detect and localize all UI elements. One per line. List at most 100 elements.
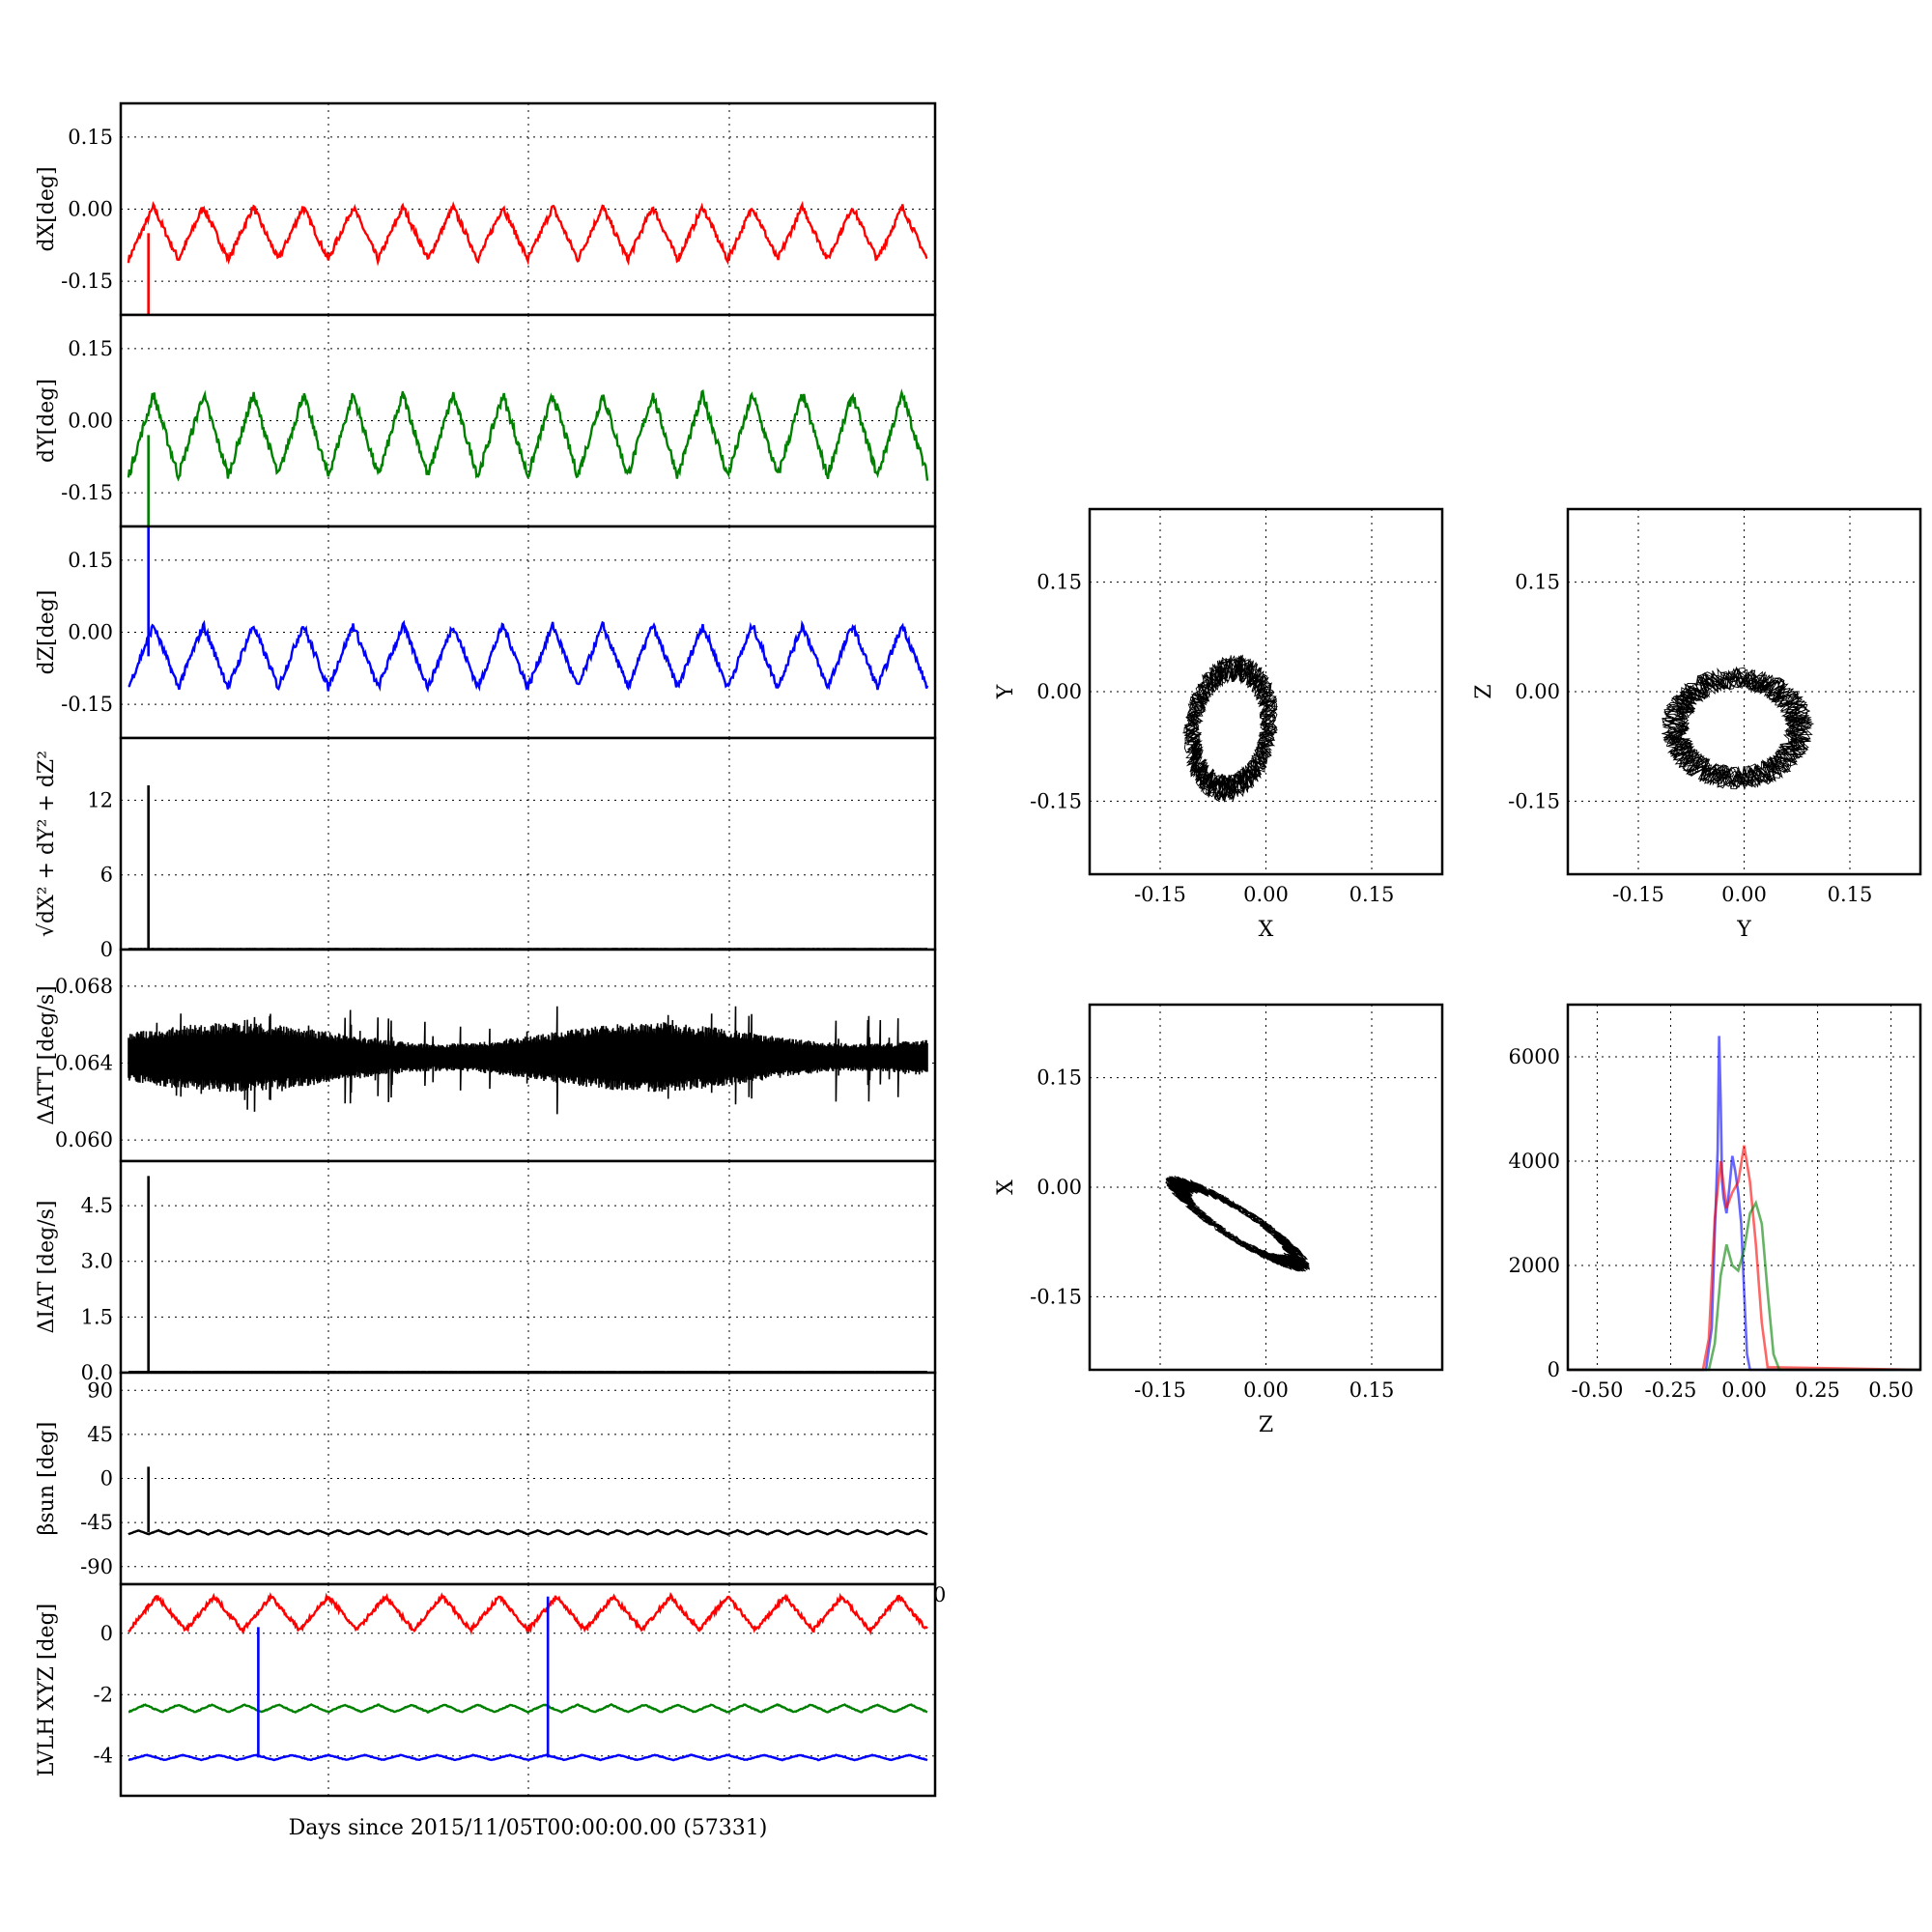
ytick-label: 0.064 [55, 1051, 113, 1074]
y-axis-label: X [994, 1179, 1018, 1195]
series-line [128, 1528, 928, 1537]
ytick-label: -90 [80, 1555, 113, 1578]
xtick-label: -0.15 [1134, 1378, 1186, 1402]
ytick-label: 90 [87, 1378, 113, 1402]
xtick-label: 0.15 [1828, 883, 1873, 906]
ytick-label: 0.00 [68, 621, 113, 644]
panel-yz: -0.15 0.00 0.15 0.15 0.00 -0.15 Y Z [1472, 507, 1922, 942]
xtick-label: 0.50 [1868, 1378, 1914, 1402]
plots-layer: 0.150.00-0.15dX[deg]0.150.00-0.15dY[deg]… [35, 101, 1922, 1798]
panel-bg [121, 1161, 935, 1373]
xtick-label: 0 [933, 1583, 946, 1606]
panel-datt: 0.068 0.064 0.060 ΔATT [deg/s] [35, 948, 937, 1163]
ytick-label: 0.060 [55, 1128, 113, 1151]
panel-diat: 4.5 3.0 1.5 0.0 ΔIAT [deg/s] [35, 1159, 937, 1384]
scatter-trace [1165, 1176, 1311, 1272]
y-axis-label: βsun [deg] [35, 1422, 59, 1536]
ytick-label: 0.00 [1037, 680, 1082, 703]
ytick-label: 0 [100, 1467, 113, 1491]
y-axis-label: dY[deg] [35, 379, 59, 463]
ytick-label: 0.15 [1037, 1066, 1082, 1090]
ytick-label: 0.00 [68, 198, 113, 221]
ytick-label: 0.15 [1515, 571, 1560, 594]
ytick-label: 0 [1548, 1358, 1560, 1381]
y-axis-label: dZ[deg] [35, 590, 59, 675]
series-line [128, 1753, 928, 1762]
y-axis-label: Z [1472, 684, 1496, 698]
ytick-label: -0.15 [1030, 1285, 1082, 1308]
xtick-label: -0.25 [1645, 1378, 1697, 1402]
series-line [128, 1703, 928, 1715]
ytick-label: 0 [100, 1622, 113, 1645]
x-axis-label: Y [1736, 918, 1751, 942]
panel-hist: -0.50 -0.25 0.00 0.25 0.50 6000 4000 2000 0 [1509, 1003, 1922, 1402]
x-axis-label: X [1259, 918, 1274, 942]
ytick-label: -0.15 [61, 481, 113, 504]
xtick-label: -0.15 [1612, 883, 1664, 906]
ytick-label: 45 [87, 1423, 113, 1446]
ytick-label: 0.068 [55, 975, 113, 998]
y-axis-label: LVLH XYZ [deg] [35, 1604, 59, 1777]
xtick-label: -0.50 [1571, 1378, 1623, 1402]
y-axis-label: dX[deg] [35, 166, 59, 251]
ytick-label: 2000 [1509, 1254, 1560, 1277]
xtick-label: 0.25 [1795, 1378, 1840, 1402]
ytick-label: 12 [87, 788, 113, 811]
histogram-line [1568, 1199, 1920, 1372]
xtick-label: 0.15 [1350, 883, 1395, 906]
ytick-label: 1.5 [81, 1305, 113, 1328]
panel-lvlh: 0 -2 -4 LVLH XYZ [deg] 0 [35, 1582, 946, 1798]
ytick-label: 0.00 [1037, 1176, 1082, 1199]
y-axis-label: ΔIAT [deg/s] [35, 1201, 59, 1334]
ytick-label: -45 [80, 1511, 113, 1534]
ytick-label: 3.0 [81, 1250, 113, 1273]
y-axis-label: √dX² + dY² + dZ² [35, 751, 59, 937]
ytick-label: 6 [100, 864, 113, 887]
scatter-trace [1181, 654, 1279, 803]
panel-frame [119, 1582, 937, 1798]
panel-zx: -0.15 0.00 0.15 0.15 0.00 -0.15 Z X [994, 1003, 1444, 1437]
series-line [128, 619, 929, 694]
y-axis-label: ΔATT [deg/s] [35, 985, 59, 1124]
ytick-label: 0.00 [68, 410, 113, 433]
scatter-trace [1662, 666, 1815, 791]
ytick-label: -4 [94, 1745, 113, 1768]
panel-frame [1088, 507, 1444, 876]
ytick-label: 0.0 [81, 1361, 113, 1384]
ytick-label: 0.15 [68, 549, 113, 572]
xtick-label: 0.00 [1243, 883, 1289, 906]
series-line [127, 200, 928, 267]
ytick-label: -0.15 [1030, 789, 1082, 812]
ytick-label: -0.15 [1508, 789, 1560, 812]
ytick-label: 0 [100, 938, 113, 961]
panel-frame [1566, 507, 1922, 876]
time-axis-label: Days since 2015/11/05T00:00:00.00 (57331… [289, 1816, 768, 1840]
xtick-label: 0.00 [1721, 883, 1767, 906]
series-line [128, 1591, 928, 1636]
ytick-label: 4000 [1509, 1150, 1560, 1173]
series-line [128, 1006, 928, 1115]
ytick-label: 0.00 [1515, 680, 1560, 703]
ytick-label: 0.15 [68, 337, 113, 360]
y-axis-label: Y [994, 684, 1018, 699]
panel-bg [121, 1584, 935, 1796]
panel-norm: 12 6 0 √dX² + dY² + dZ² [35, 736, 937, 961]
panel-frame [1088, 1003, 1444, 1372]
ytick-label: 0.15 [68, 126, 113, 149]
panel-xy: -0.15 0.00 0.15 0.15 0.00 -0.15 X Y [994, 507, 1444, 942]
ytick-label: 4.5 [81, 1194, 113, 1217]
histogram-line [1568, 1145, 1921, 1372]
ytick-label: -2 [94, 1683, 113, 1706]
panel-bg [121, 738, 935, 950]
ytick-label: 6000 [1509, 1045, 1560, 1068]
series-line [127, 388, 929, 482]
panel-frame [1566, 1003, 1922, 1372]
ytick-label: 0.15 [1037, 571, 1082, 594]
panel-beta: 90 45 0 -45 -90 βsun [deg] [35, 1371, 937, 1586]
xtick-label: -0.15 [1134, 883, 1186, 906]
xtick-label: 0.00 [1243, 1378, 1289, 1402]
